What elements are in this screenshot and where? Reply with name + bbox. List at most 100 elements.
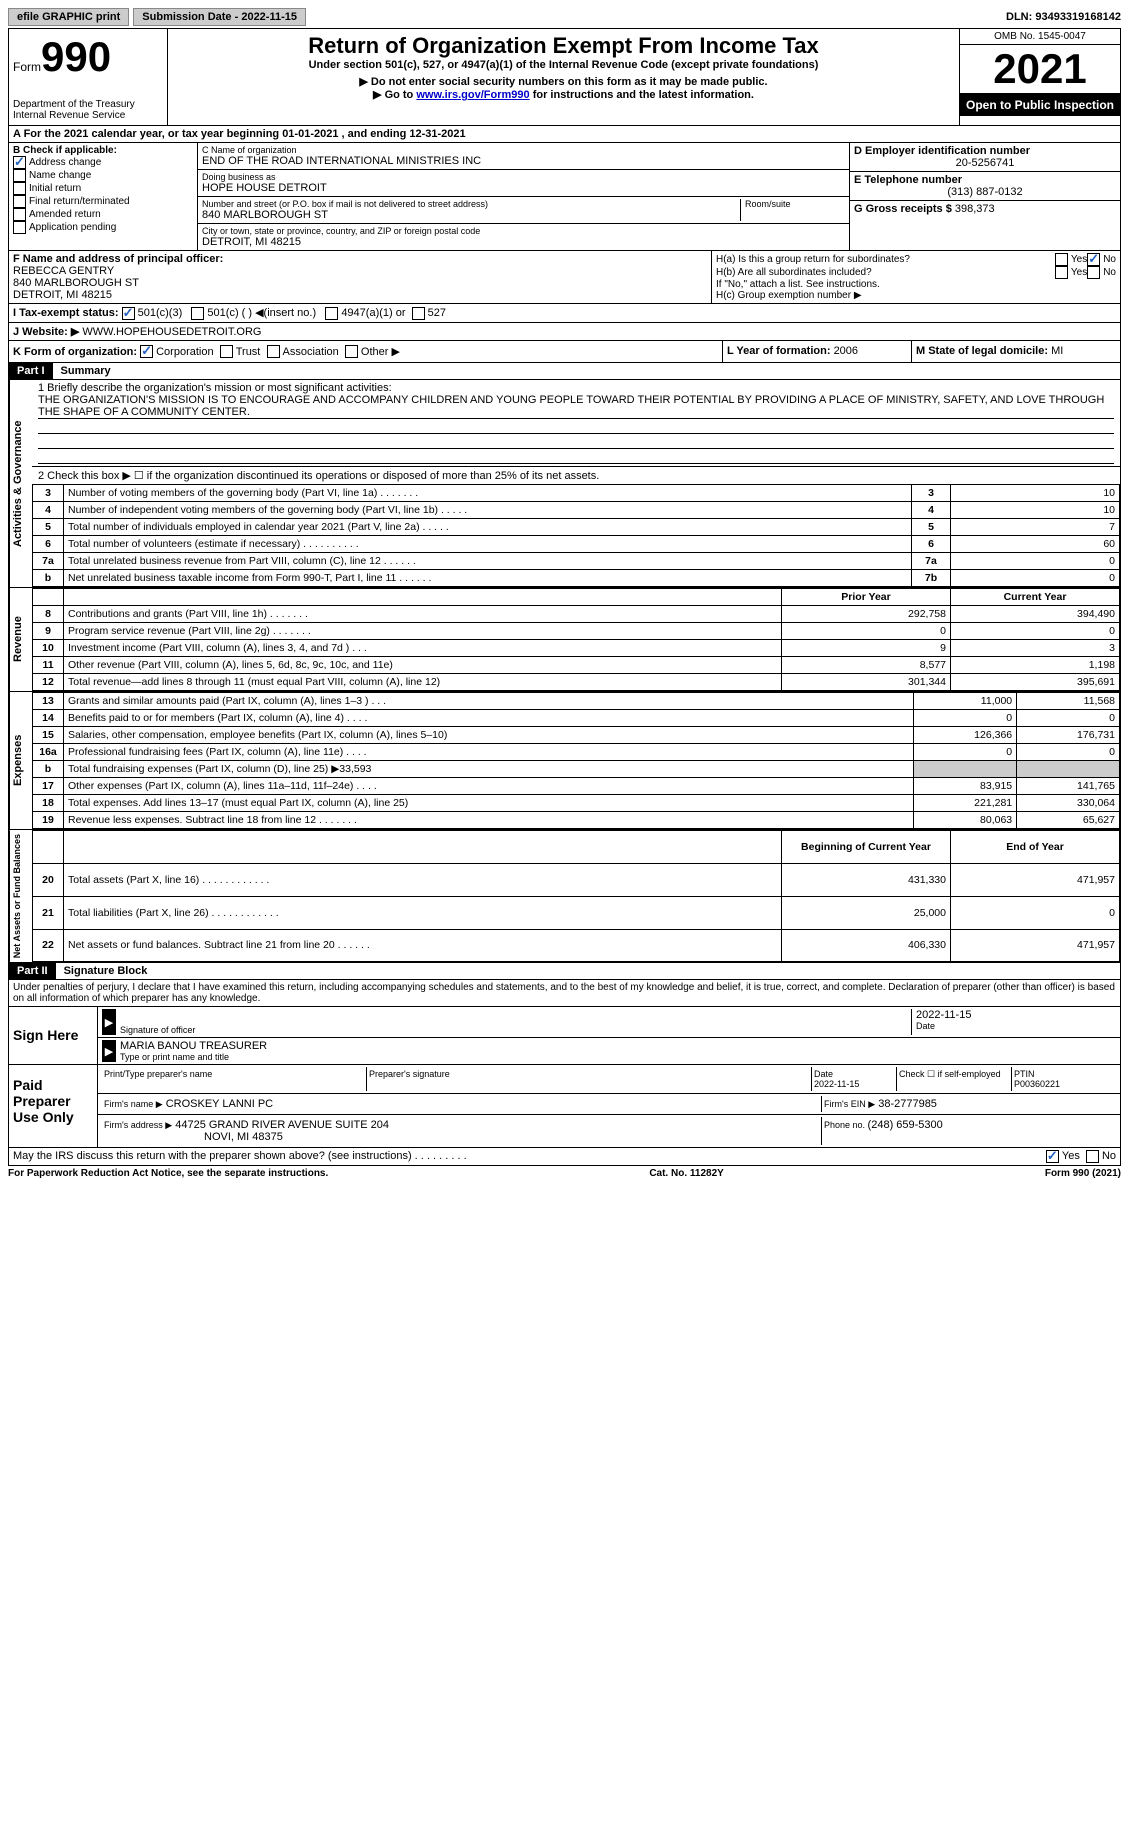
irs-link[interactable]: www.irs.gov/Form990 <box>416 89 529 101</box>
cb-hb-yes[interactable] <box>1055 266 1068 279</box>
sign-here-label: Sign Here <box>9 1007 98 1064</box>
line-no: 19 <box>33 812 64 829</box>
cb-501c3[interactable] <box>122 307 135 320</box>
line-desc: Total assets (Part X, line 16) . . . . .… <box>64 863 782 896</box>
submission-date: 2022-11-15 <box>241 11 297 23</box>
curr-val: 11,568 <box>1017 693 1120 710</box>
line-no: 10 <box>33 640 64 657</box>
cb-initial-return[interactable] <box>13 182 26 195</box>
prior-val: 0 <box>914 744 1017 761</box>
line-no: 20 <box>33 863 64 896</box>
paid-prep-label: Paid Preparer Use Only <box>9 1065 98 1147</box>
cb-amended-return[interactable] <box>13 208 26 221</box>
cb-name-change[interactable] <box>13 169 26 182</box>
form-title: Return of Organization Exempt From Incom… <box>172 33 955 59</box>
vlabel-revenue: Revenue <box>9 588 32 691</box>
arrow-icon: ▶ <box>102 1040 116 1062</box>
declaration: Under penalties of perjury, I declare th… <box>8 980 1121 1007</box>
cb-hb-no[interactable] <box>1087 266 1100 279</box>
line-no: 7a <box>33 553 64 570</box>
cb-ha-yes[interactable] <box>1055 253 1068 266</box>
prior-val: 406,330 <box>782 929 951 962</box>
q2: 2 Check this box ▶ ☐ if the organization… <box>32 467 1120 484</box>
line-val: 0 <box>951 553 1120 570</box>
line-val: 7 <box>951 519 1120 536</box>
curr-val: 1,198 <box>951 657 1120 674</box>
line-val: 10 <box>951 502 1120 519</box>
curr-val <box>1017 761 1120 778</box>
line-desc: Total expenses. Add lines 13–17 (must eq… <box>64 795 914 812</box>
cb-address-change[interactable] <box>13 156 26 169</box>
section-a: A For the 2021 calendar year, or tax yea… <box>8 126 1121 143</box>
line-desc: Revenue less expenses. Subtract line 18 … <box>64 812 914 829</box>
cb-corp[interactable] <box>140 345 153 358</box>
line-desc: Number of independent voting members of … <box>64 502 912 519</box>
section-f: F Name and address of principal officer:… <box>9 251 712 303</box>
cb-trust[interactable] <box>220 345 233 358</box>
line-desc: Professional fundraising fees (Part IX, … <box>64 744 914 761</box>
section-h: H(a) Is this a group return for subordin… <box>712 251 1120 303</box>
submission-button[interactable]: Submission Date - 2022-11-15 <box>133 8 306 26</box>
prior-val: 11,000 <box>914 693 1017 710</box>
submission-label: Submission Date - <box>142 11 241 23</box>
section-j: J Website: ▶ WWW.HOPEHOUSEDETROIT.ORG <box>9 323 1120 340</box>
prior-val <box>914 761 1017 778</box>
section-m: M State of legal domicile: MI <box>911 341 1120 363</box>
line-desc: Program service revenue (Part VIII, line… <box>64 623 782 640</box>
curr-val: 0 <box>1017 710 1120 727</box>
line-desc: Net assets or fund balances. Subtract li… <box>64 929 782 962</box>
line-desc: Total revenue—add lines 8 through 11 (mu… <box>64 674 782 691</box>
line-no: b <box>33 570 64 587</box>
part2-title: Signature Block <box>56 965 148 977</box>
line-no: 22 <box>33 929 64 962</box>
line-val: 0 <box>951 570 1120 587</box>
prior-val: 83,915 <box>914 778 1017 795</box>
vlabel-governance: Activities & Governance <box>9 380 32 587</box>
discuss-row: May the IRS discuss this return with the… <box>8 1148 1121 1166</box>
cb-4947[interactable] <box>325 307 338 320</box>
cb-other[interactable] <box>345 345 358 358</box>
efile-button[interactable]: efile GRAPHIC print <box>8 8 129 26</box>
footer-left: For Paperwork Reduction Act Notice, see … <box>8 1168 328 1179</box>
cb-final-return[interactable] <box>13 195 26 208</box>
cb-ha-no[interactable] <box>1087 253 1100 266</box>
curr-val: 176,731 <box>1017 727 1120 744</box>
line-no: 9 <box>33 623 64 640</box>
prior-val: 8,577 <box>782 657 951 674</box>
curr-val: 0 <box>951 896 1120 929</box>
line-desc: Benefits paid to or for members (Part IX… <box>64 710 914 727</box>
cb-501c[interactable] <box>191 307 204 320</box>
line-desc: Other revenue (Part VIII, column (A), li… <box>64 657 782 674</box>
line-desc: Investment income (Part VIII, column (A)… <box>64 640 782 657</box>
section-i: I Tax-exempt status: 501(c)(3) 501(c) ( … <box>9 304 1120 322</box>
line-no: b <box>33 761 64 778</box>
line-no: 3 <box>33 485 64 502</box>
line-box: 5 <box>912 519 951 536</box>
line-desc: Net unrelated business taxable income fr… <box>64 570 912 587</box>
section-g: G Gross receipts $ 398,373 <box>850 201 1120 217</box>
prior-val: 9 <box>782 640 951 657</box>
prior-val: 221,281 <box>914 795 1017 812</box>
prior-val: 0 <box>782 623 951 640</box>
line-box: 7a <box>912 553 951 570</box>
prior-val: 301,344 <box>782 674 951 691</box>
line-no: 6 <box>33 536 64 553</box>
cb-application-pending[interactable] <box>13 221 26 234</box>
cb-discuss-no[interactable] <box>1086 1150 1099 1163</box>
curr-val: 394,490 <box>951 606 1120 623</box>
prior-val: 126,366 <box>914 727 1017 744</box>
line-desc: Total number of volunteers (estimate if … <box>64 536 912 553</box>
line-no: 4 <box>33 502 64 519</box>
q1-label: 1 Briefly describe the organization's mi… <box>38 382 1114 394</box>
line-no: 14 <box>33 710 64 727</box>
dept-label: Department of the Treasury Internal Reve… <box>13 99 163 121</box>
curr-val: 471,957 <box>951 863 1120 896</box>
dln: DLN: 93493319168142 <box>1006 11 1121 23</box>
footer-center: Cat. No. 11282Y <box>649 1168 723 1179</box>
curr-val: 330,064 <box>1017 795 1120 812</box>
note-2: ▶ Go to www.irs.gov/Form990 for instruct… <box>172 88 955 101</box>
footer-right: Form 990 (2021) <box>1045 1168 1121 1179</box>
cb-527[interactable] <box>412 307 425 320</box>
cb-discuss-yes[interactable] <box>1046 1150 1059 1163</box>
cb-assoc[interactable] <box>267 345 280 358</box>
